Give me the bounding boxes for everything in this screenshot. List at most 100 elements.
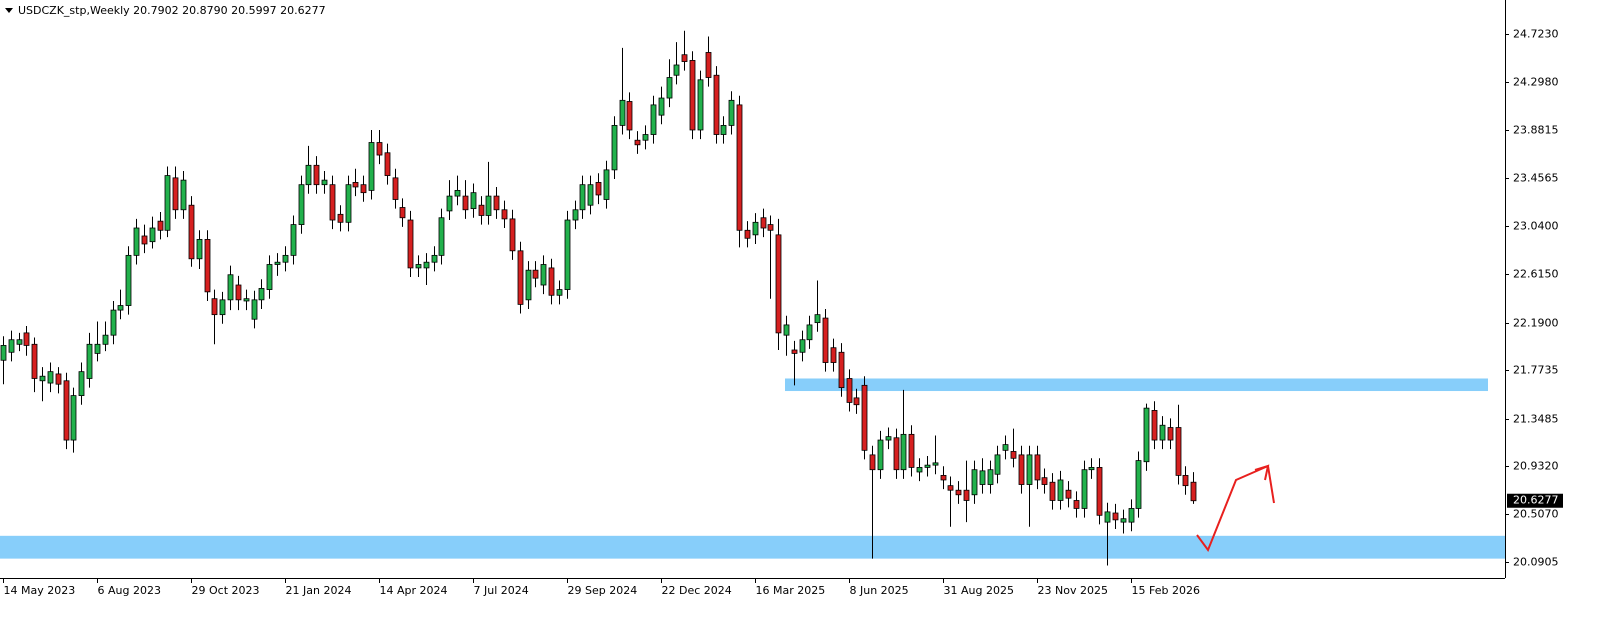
x-tick-label: 14 May 2023 — [4, 584, 76, 597]
candle-body — [1034, 454, 1041, 481]
candle-body — [861, 384, 868, 451]
candle-body — [532, 269, 539, 279]
candle-body — [1159, 424, 1166, 441]
candle-body — [728, 99, 735, 126]
y-tick-label: 22.1900 — [1513, 317, 1559, 330]
candle-body — [423, 261, 430, 269]
candle-body — [157, 220, 164, 231]
candle-body — [266, 264, 273, 290]
candle-body — [626, 101, 633, 131]
candle-body — [994, 454, 1001, 475]
candle-body — [446, 195, 453, 212]
x-tick-label: 8 Jun 2025 — [850, 584, 909, 597]
candle-body — [1135, 460, 1142, 509]
last-price-label: 20.6277 — [1513, 494, 1559, 507]
candle-body — [650, 104, 657, 135]
x-tick-label: 21 Jan 2024 — [286, 584, 352, 597]
candle-body — [94, 343, 101, 354]
candle-body — [1190, 481, 1197, 502]
candle-body — [791, 349, 798, 354]
candle-body — [658, 97, 665, 116]
price-zone — [0, 535, 1505, 559]
candle-body — [188, 204, 195, 260]
candle-body — [760, 217, 767, 229]
candle-body — [853, 397, 860, 406]
y-tick-label: 23.4565 — [1513, 172, 1559, 185]
candle-body — [39, 375, 46, 382]
candle-body — [548, 267, 555, 296]
candle-body — [556, 289, 563, 296]
x-tick-label: 23 Nov 2025 — [1038, 584, 1108, 597]
candle-body — [595, 182, 602, 196]
candle-body — [376, 142, 383, 156]
candle-body — [1081, 469, 1088, 509]
candle-body — [1026, 454, 1033, 485]
candle-body — [1104, 511, 1111, 523]
price-zone — [785, 378, 1488, 392]
candle-body — [1018, 454, 1025, 485]
zones — [0, 378, 1505, 559]
candle-body — [838, 351, 845, 389]
candle-body — [180, 179, 187, 211]
dropdown-icon[interactable] — [5, 8, 13, 13]
candle-body — [877, 439, 884, 471]
candle-body — [572, 209, 579, 221]
candle-body — [133, 227, 140, 256]
x-tick-label: 6 Aug 2023 — [98, 584, 161, 597]
y-tick-label: 24.7230 — [1513, 28, 1559, 41]
x-tick-label: 7 Jul 2024 — [474, 584, 529, 597]
candle-body — [258, 288, 265, 301]
candle-body — [1002, 444, 1009, 451]
forecast-arrow — [1196, 464, 1275, 553]
candle-body — [78, 371, 85, 396]
candle-body — [579, 184, 586, 211]
candle-body — [900, 433, 907, 471]
candle-body — [893, 437, 900, 471]
candle-body — [611, 125, 618, 171]
candle-body — [86, 343, 93, 379]
candle-body — [1065, 489, 1072, 499]
candle-body — [517, 250, 524, 305]
candle-body — [141, 235, 148, 245]
candle-body — [384, 152, 391, 176]
candle-body — [540, 264, 547, 286]
candle-body — [1112, 512, 1119, 521]
candle-body — [149, 227, 156, 243]
last-price-box — [1507, 493, 1563, 508]
candle-body — [493, 195, 500, 211]
candle-body — [1096, 467, 1103, 516]
x-tick-label: 16 Mar 2025 — [756, 584, 826, 597]
candle-body — [736, 104, 743, 231]
candle-body — [932, 462, 939, 466]
candle-body — [227, 274, 234, 301]
candle-body — [251, 299, 258, 320]
y-tick-label: 20.5070 — [1513, 508, 1559, 521]
candle-body — [971, 469, 978, 496]
y-tick-label: 23.0400 — [1513, 220, 1559, 233]
candle-body — [947, 485, 954, 491]
y-tick-label: 22.6150 — [1513, 268, 1559, 281]
candle-body — [1088, 467, 1095, 471]
candle-body — [454, 189, 461, 197]
candle-body — [846, 378, 853, 403]
candle-body — [799, 339, 806, 353]
y-tick-label: 21.7735 — [1513, 364, 1559, 377]
candle-body — [70, 395, 77, 441]
candle-body — [1010, 451, 1017, 459]
candle-body — [368, 142, 375, 191]
y-tick-label: 20.9320 — [1513, 460, 1559, 473]
y-tick-label: 23.8815 — [1513, 124, 1559, 137]
candle-body — [360, 184, 367, 194]
candle-body — [8, 339, 15, 353]
candle-body — [117, 305, 124, 311]
candle-body — [55, 373, 62, 385]
candle-body — [352, 182, 359, 188]
candle-body — [47, 371, 54, 384]
candle-body — [713, 74, 720, 135]
candle-body — [814, 314, 821, 324]
candle-body — [979, 470, 986, 485]
candle-body — [1057, 479, 1064, 501]
candle-body — [219, 299, 226, 316]
